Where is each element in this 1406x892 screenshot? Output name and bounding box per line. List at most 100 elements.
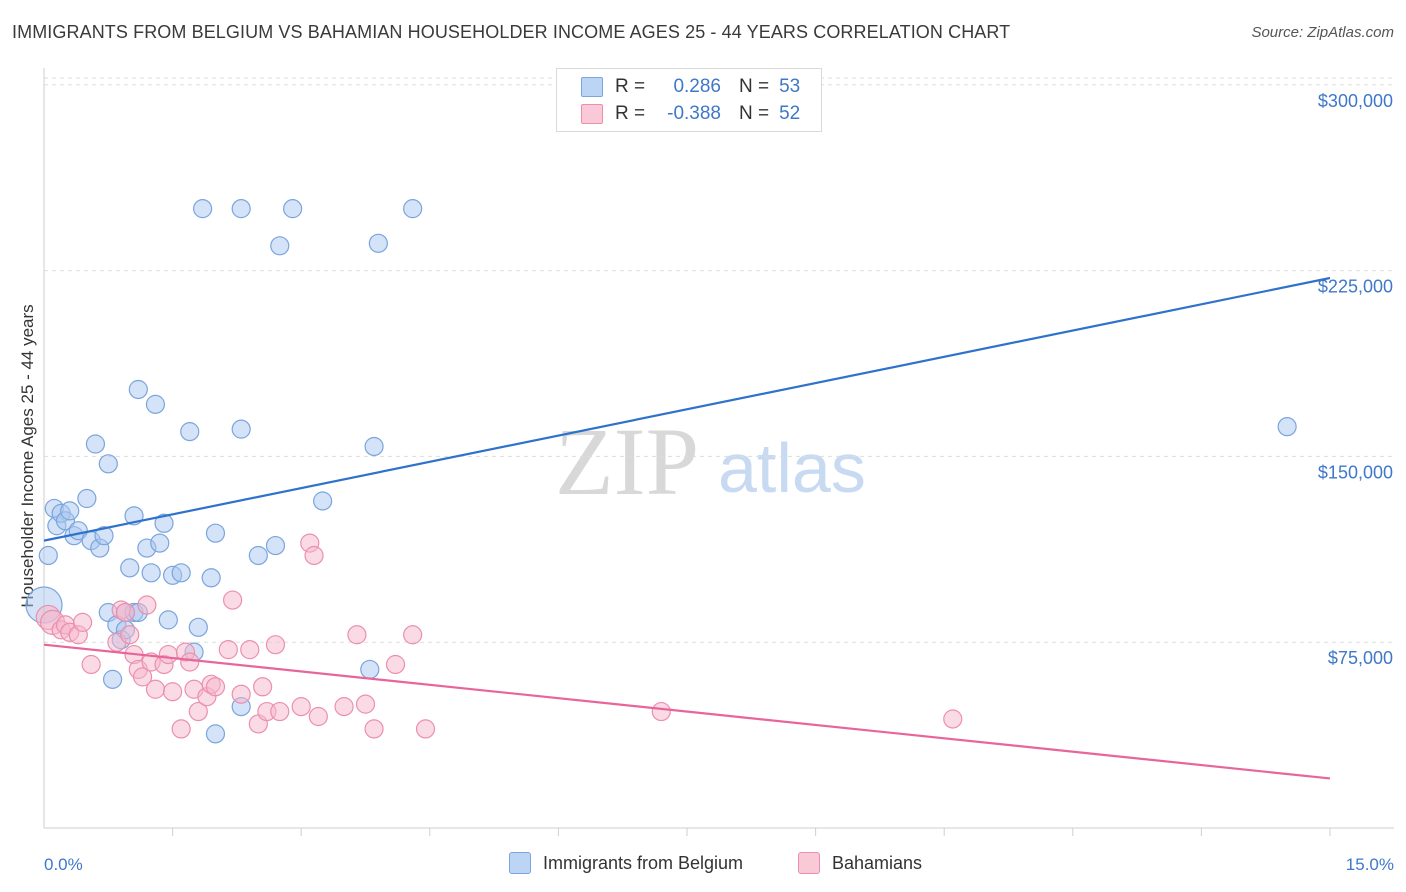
point-bahamian — [253, 677, 273, 697]
point-belgium — [201, 568, 221, 588]
watermark-zip: ZIP — [555, 408, 699, 515]
trend-line-belgium — [43, 276, 1331, 542]
point-belgium — [141, 563, 161, 583]
legend-r-value: 0.286 — [673, 76, 721, 97]
legend-n-value: 52 — [779, 103, 801, 124]
point-belgium — [128, 379, 148, 400]
x-tick-max: 15.0% — [1346, 855, 1394, 874]
point-bahamian — [355, 694, 376, 714]
trend-line-bahamians — [43, 643, 1331, 780]
bottom-legend: Immigrants from Belgium Bahamians — [0, 852, 1406, 878]
point-bahamian — [308, 706, 328, 727]
point-bahamian — [115, 602, 136, 623]
point-bahamian — [231, 684, 251, 704]
trend-lines — [43, 276, 1331, 780]
gridlines — [44, 77, 1394, 643]
point-belgium — [231, 419, 251, 439]
y-tick-label: $225,000 — [1318, 277, 1393, 297]
point-belgium — [265, 535, 286, 556]
point-bahamian — [240, 640, 260, 660]
point-bahamian — [171, 719, 191, 739]
legend-swatch-blue — [581, 77, 603, 97]
point-belgium — [60, 501, 80, 521]
point-belgium — [205, 523, 226, 543]
point-belgium — [102, 669, 123, 689]
point-belgium — [231, 199, 251, 219]
point-belgium — [145, 394, 166, 414]
bottom-legend-swatch-pink — [798, 852, 820, 874]
point-belgium — [364, 436, 384, 457]
point-bahamian — [188, 701, 208, 722]
point-bahamian — [158, 644, 178, 665]
point-belgium — [193, 199, 213, 219]
point-belgium — [94, 526, 114, 546]
watermark-atlas: atlas — [718, 429, 866, 507]
point-bahamian — [132, 667, 153, 687]
point-belgium — [1277, 417, 1297, 437]
point-belgium — [38, 545, 58, 566]
point-belgium — [154, 513, 174, 533]
bottom-legend-belgium: Immigrants from Belgium — [509, 852, 743, 874]
point-bahamian — [347, 625, 367, 645]
point-belgium — [188, 617, 208, 637]
point-bahamian — [334, 697, 354, 717]
point-bahamian — [72, 612, 93, 632]
point-bahamian — [205, 677, 226, 697]
point-bahamian — [385, 654, 406, 675]
legend-r-value: -0.388 — [667, 103, 721, 124]
point-belgium — [120, 558, 140, 578]
point-bahamian — [943, 709, 963, 729]
point-belgium — [403, 199, 423, 219]
watermark: ZIP atlas — [555, 408, 866, 515]
point-bahamian — [364, 719, 384, 739]
source-label: Source: ZipAtlas.com — [1251, 24, 1394, 41]
point-bahamian — [223, 590, 243, 610]
point-belgium — [313, 491, 333, 511]
point-bahamian — [120, 625, 140, 645]
y-tick-label: $300,000 — [1318, 91, 1393, 111]
point-bahamian — [415, 719, 436, 739]
y-tick-label: $75,000 — [1328, 648, 1393, 668]
point-bahamian — [180, 652, 200, 672]
point-bahamian — [265, 635, 286, 655]
point-belgium — [205, 724, 226, 744]
point-belgium — [85, 434, 106, 454]
point-belgium — [248, 545, 268, 566]
legend-r-label: R = — [615, 76, 646, 97]
point-bahamian — [81, 654, 101, 675]
y-tick-label: $150,000 — [1318, 462, 1393, 482]
point-belgium — [77, 488, 97, 509]
bottom-legend-label-belgium: Immigrants from Belgium — [543, 852, 744, 873]
point-bahamian — [145, 679, 166, 699]
point-bahamian — [651, 701, 671, 722]
legend-n-label: N = — [739, 76, 770, 97]
x-tick-min: 0.0% — [44, 855, 83, 874]
point-belgium — [360, 659, 380, 680]
point-belgium — [150, 533, 170, 553]
point-bahamian — [137, 595, 157, 615]
point-belgium — [270, 236, 290, 256]
point-bahamian — [270, 701, 290, 722]
chart-title: IMMIGRANTS FROM BELGIUM VS BAHAMIAN HOUS… — [12, 22, 1011, 42]
point-belgium — [158, 610, 178, 630]
point-belgium — [283, 199, 303, 219]
axes — [43, 68, 1394, 836]
stats-legend: R = 0.286 N = 53 R = -0.388 N = 52 — [556, 68, 822, 132]
point-belgium — [368, 233, 388, 253]
point-belgium — [180, 422, 200, 442]
point-bahamian — [403, 625, 423, 645]
point-bahamian — [304, 545, 324, 566]
legend-r-label: R = — [615, 103, 646, 124]
legend-row-bahamians: R = -0.388 N = 52 — [581, 102, 800, 126]
series-bahamians-points — [35, 533, 963, 739]
point-belgium — [98, 454, 118, 474]
legend-n-value: 53 — [779, 76, 801, 97]
point-bahamian — [163, 682, 183, 702]
legend-n-label: N = — [739, 103, 770, 124]
bottom-legend-label-bahamians: Bahamians — [832, 852, 923, 873]
point-bahamian — [291, 697, 311, 717]
point-bahamian — [218, 640, 238, 660]
bottom-legend-bahamians: Bahamians — [798, 852, 922, 874]
y-tick-labels: $75,000 $150,000 $225,000 $300,000 — [1318, 91, 1393, 668]
